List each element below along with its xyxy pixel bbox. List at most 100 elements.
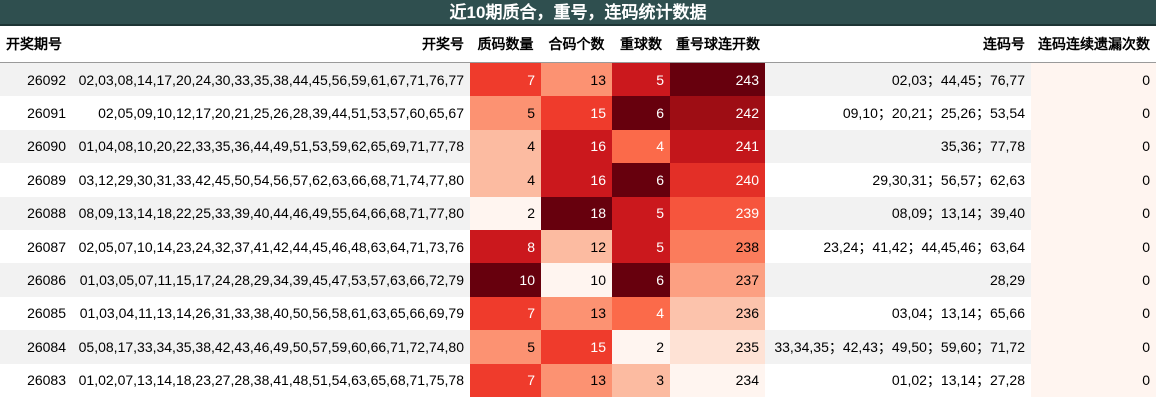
cell-consecutive-miss: 0 [1031,163,1156,197]
cell-repeat-run: 235 [670,330,765,364]
cell-consecutive: 09,10；20,21；25,26；53,54 [765,96,1031,130]
cell-consecutive: 02,03；44,45；76,77 [765,62,1031,97]
cell-repeat-count: 6 [612,96,670,130]
cell-period: 26090 [0,129,72,164]
cell-numbers: 02,03,08,14,17,20,24,30,33,35,38,44,45,5… [72,62,470,97]
cell-consecutive-miss: 0 [1031,263,1156,297]
cell-consecutive-miss: 0 [1031,330,1156,364]
cell-period: 26089 [0,163,72,197]
cell-repeat-count: 2 [612,330,670,364]
cell-composite-count: 15 [541,96,612,130]
cell-numbers: 01,03,05,07,11,15,17,24,28,29,34,39,45,4… [72,263,470,297]
cell-numbers: 05,08,17,33,34,35,38,42,43,46,49,50,57,5… [72,330,470,364]
cell-repeat-run: 239 [670,196,765,230]
cell-composite-count: 16 [541,163,612,197]
cell-repeat-count: 4 [612,129,670,164]
cell-repeat-count: 5 [612,62,670,97]
cell-prime-count: 5 [470,330,541,364]
cell-repeat-count: 3 [612,363,670,397]
cell-prime-count: 8 [470,229,541,264]
cell-prime-count: 7 [470,62,541,97]
cell-repeat-run: 238 [670,229,765,264]
cell-consecutive: 33,34,35；42,43；49,50；59,60；71,72 [765,330,1031,364]
cell-repeat-count: 5 [612,229,670,264]
table-row: 26089 03,12,29,30,31,33,42,45,50,54,56,57… [0,163,1156,197]
table-row: 26083 01,02,07,13,14,18,23,27,28,38,41,48… [0,363,1156,397]
cell-period: 26085 [0,296,72,331]
cell-numbers: 08,09,13,14,18,22,25,33,39,40,44,46,49,5… [72,196,470,230]
cell-numbers: 02,05,07,10,14,23,24,32,37,41,42,44,45,4… [72,229,470,264]
cell-consecutive-miss: 0 [1031,363,1156,397]
table-row: 26088 08,09,13,14,18,22,25,33,39,40,44,46… [0,196,1156,230]
cell-consecutive-miss: 0 [1031,129,1156,164]
table-row: 26092 02,03,08,14,17,20,24,30,33,35,38,44… [0,62,1156,97]
table-row: 26085 01,03,04,11,13,14,26,31,33,38,40,50… [0,296,1156,331]
cell-repeat-run: 234 [670,363,765,397]
table-title: 近10期质合，重号，连码统计数据 [0,0,1156,26]
cell-period: 26084 [0,330,72,364]
cell-composite-count: 16 [541,129,612,164]
cell-period: 26091 [0,96,72,130]
header-numbers: 开奖号 [72,26,470,63]
header-consecutive-miss: 连码连续遗漏次数 [1031,26,1156,63]
cell-consecutive: 35,36；77,78 [765,129,1031,164]
table-row: 26090 01,04,08,10,20,22,33,35,36,44,49,51… [0,129,1156,164]
cell-prime-count: 2 [470,196,541,230]
cell-consecutive-miss: 0 [1031,96,1156,130]
cell-consecutive-miss: 0 [1031,62,1156,97]
cell-composite-count: 13 [541,296,612,331]
cell-composite-count: 12 [541,229,612,264]
cell-consecutive: 23,24；41,42；44,45,46；63,64 [765,229,1031,264]
header-composite-count: 合码个数 [541,26,612,63]
cell-composite-count: 15 [541,330,612,364]
table-row: 26084 05,08,17,33,34,35,38,42,43,46,49,50… [0,330,1156,364]
cell-prime-count: 4 [470,163,541,197]
header-repeat-count: 重球数 [612,26,670,63]
header-repeat-run: 重号球连开数 [670,26,765,63]
cell-prime-count: 4 [470,129,541,164]
cell-repeat-run: 243 [670,62,765,97]
cell-numbers: 01,04,08,10,20,22,33,35,36,44,49,51,53,5… [72,129,470,164]
cell-repeat-count: 6 [612,163,670,197]
header-row: 开奖期号 开奖号 质码数量 合码个数 重球数 重号球连开数 连码号 连码连续遗漏… [0,26,1156,63]
cell-period: 26092 [0,62,72,97]
cell-numbers: 01,02,07,13,14,18,23,27,28,38,41,48,51,5… [72,363,470,397]
cell-consecutive: 08,09；13,14；39,40 [765,196,1031,230]
header-period: 开奖期号 [0,26,72,63]
cell-repeat-run: 242 [670,96,765,130]
cell-numbers: 01,03,04,11,13,14,26,31,33,38,40,50,56,5… [72,296,470,331]
cell-prime-count: 7 [470,296,541,331]
cell-period: 26083 [0,363,72,397]
cell-repeat-count: 4 [612,296,670,331]
cell-composite-count: 13 [541,62,612,97]
cell-prime-count: 10 [470,263,541,297]
cell-repeat-run: 240 [670,163,765,197]
cell-repeat-run: 241 [670,129,765,164]
cell-consecutive-miss: 0 [1031,229,1156,264]
table-row: 26086 01,03,05,07,11,15,17,24,28,29,34,39… [0,263,1156,297]
cell-composite-count: 18 [541,196,612,230]
cell-repeat-run: 236 [670,296,765,331]
cell-repeat-count: 6 [612,263,670,297]
cell-composite-count: 10 [541,263,612,297]
cell-prime-count: 5 [470,96,541,130]
cell-repeat-count: 5 [612,196,670,230]
cell-consecutive: 01,02；13,14；27,28 [765,363,1031,397]
header-consecutive: 连码号 [765,26,1031,63]
cell-numbers: 03,12,29,30,31,33,42,45,50,54,56,57,62,6… [72,163,470,197]
cell-prime-count: 7 [470,363,541,397]
cell-consecutive-miss: 0 [1031,296,1156,331]
header-prime-count: 质码数量 [470,26,541,63]
cell-consecutive-miss: 0 [1031,196,1156,230]
cell-consecutive: 29,30,31；56,57；62,63 [765,163,1031,197]
cell-period: 26086 [0,263,72,297]
table-row: 26087 02,05,07,10,14,23,24,32,37,41,42,44… [0,229,1156,264]
cell-numbers: 02,05,09,10,12,17,20,21,25,26,28,39,44,5… [72,96,470,130]
stats-table: 开奖期号 开奖号 质码数量 合码个数 重球数 重号球连开数 连码号 连码连续遗漏… [0,26,1156,397]
cell-composite-count: 13 [541,363,612,397]
cell-period: 26087 [0,229,72,264]
table-body: 26092 02,03,08,14,17,20,24,30,33,35,38,44… [0,62,1156,397]
table-row: 26091 02,05,09,10,12,17,20,21,25,26,28,39… [0,96,1156,130]
cell-period: 26088 [0,196,72,230]
cell-consecutive: 28,29 [765,263,1031,297]
